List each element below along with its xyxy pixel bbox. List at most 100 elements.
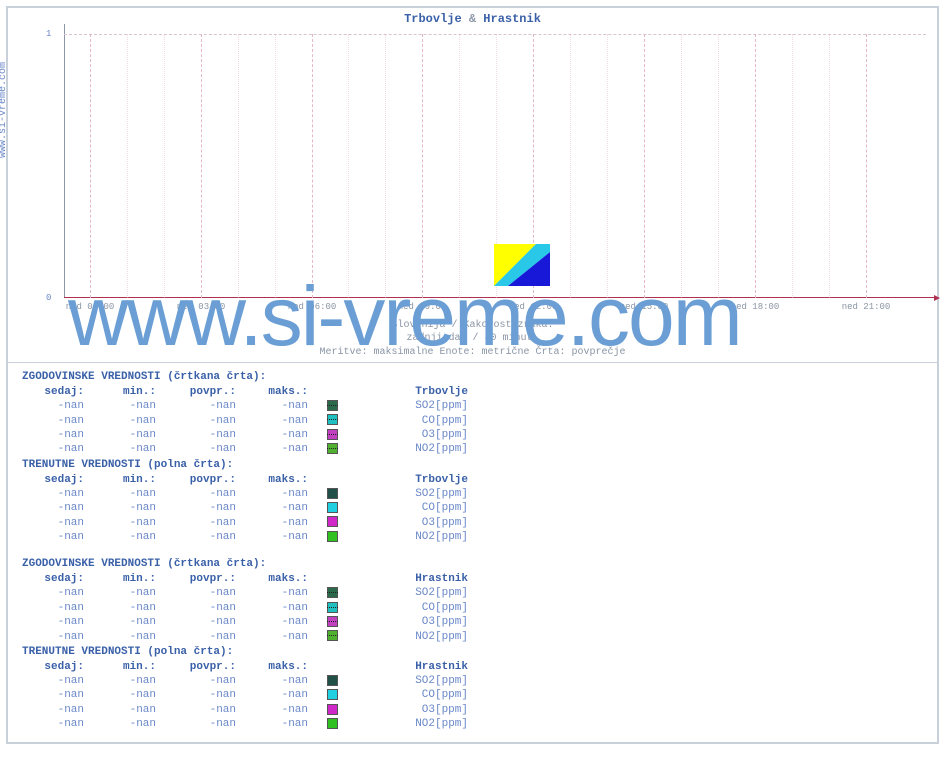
val-min: -nan [84, 501, 156, 515]
col-now: sedaj: [22, 660, 84, 674]
val-now: -nan [22, 674, 84, 688]
val-now: -nan [22, 717, 84, 731]
xtick: ned 15:00 [620, 302, 669, 312]
val-now: -nan [22, 413, 84, 427]
series-swatch-co [327, 602, 338, 613]
table-row: -nan-nan-nan-nanNO2[ppm] [22, 530, 468, 544]
val-min: -nan [84, 515, 156, 529]
val-avg: -nan [156, 674, 236, 688]
values-table: sedaj:min.:povpr.:maks.:Hrastnik-nan-nan… [22, 572, 468, 644]
series-swatch-so2 [327, 400, 338, 411]
val-avg: -nan [156, 399, 236, 413]
table-row: -nan-nan-nan-nanCO[ppm] [22, 413, 468, 427]
val-now: -nan [22, 442, 84, 456]
val-avg: -nan [156, 703, 236, 717]
col-location: Trbovlje [338, 385, 468, 399]
val-min: -nan [84, 717, 156, 731]
val-avg: -nan [156, 615, 236, 629]
section-current: TRENUTNE VREDNOSTI (polna črta): [22, 646, 937, 658]
series-name: NO2[ppm] [338, 717, 468, 731]
source-side-text: www.si-vreme.com [0, 62, 9, 158]
val-min: -nan [84, 688, 156, 702]
ytick-1: 1 [46, 29, 51, 39]
series-name: SO2[ppm] [338, 586, 468, 600]
xtick: ned 12:00 [509, 302, 558, 312]
table-row: -nan-nan-nan-nanNO2[ppm] [22, 442, 468, 456]
col-min: min.: [84, 660, 156, 674]
table-row: -nan-nan-nan-nanSO2[ppm] [22, 487, 468, 501]
chart-panel: Trbovlje & Hrastnik www.si-vreme.com 0 1… [7, 7, 938, 363]
xtick: ned 09:00 [398, 302, 447, 312]
legend-swatch [494, 244, 550, 286]
val-avg: -nan [156, 629, 236, 643]
series-name: O3[ppm] [338, 615, 468, 629]
col-max: maks.: [236, 473, 308, 487]
col-max: maks.: [236, 572, 308, 586]
series-name: NO2[ppm] [338, 629, 468, 643]
grid-v [644, 34, 645, 298]
val-min: -nan [84, 413, 156, 427]
col-min: min.: [84, 473, 156, 487]
xtick: ned 00:00 [66, 302, 115, 312]
val-min: -nan [84, 601, 156, 615]
data-panel: ZGODOVINSKE VREDNOSTI (črtkana črta): sed… [7, 363, 938, 743]
caption-3: Meritve: maksimalne Enote: metrične Črta… [8, 347, 937, 358]
val-max: -nan [236, 413, 308, 427]
val-min: -nan [84, 674, 156, 688]
val-avg: -nan [156, 586, 236, 600]
val-now: -nan [22, 530, 84, 544]
val-max: -nan [236, 601, 308, 615]
col-location: Hrastnik [338, 660, 468, 674]
grid-v [422, 34, 423, 298]
col-min: min.: [84, 572, 156, 586]
col-max: maks.: [236, 385, 308, 399]
title-sep: & [469, 12, 476, 26]
table-row: -nan-nan-nan-nanSO2[ppm] [22, 586, 468, 600]
val-min: -nan [84, 586, 156, 600]
table-row: -nan-nan-nan-nanCO[ppm] [22, 688, 468, 702]
val-min: -nan [84, 703, 156, 717]
series-swatch-o3 [327, 616, 338, 627]
series-name: CO[ppm] [338, 413, 468, 427]
val-avg: -nan [156, 601, 236, 615]
xtick: ned 21:00 [842, 302, 891, 312]
series-swatch-no2 [327, 531, 338, 542]
section-current: TRENUTNE VREDNOSTI (polna črta): [22, 459, 937, 471]
val-avg: -nan [156, 688, 236, 702]
xtick: ned 03:00 [177, 302, 226, 312]
table-row: -nan-nan-nan-nanCO[ppm] [22, 601, 468, 615]
val-avg: -nan [156, 413, 236, 427]
series-name: NO2[ppm] [338, 442, 468, 456]
col-min: min.: [84, 385, 156, 399]
series-name: SO2[ppm] [338, 399, 468, 413]
val-avg: -nan [156, 717, 236, 731]
title-loc-b: Hrastnik [483, 12, 541, 26]
val-now: -nan [22, 615, 84, 629]
val-now: -nan [22, 428, 84, 442]
val-max: -nan [236, 629, 308, 643]
table-row: -nan-nan-nan-nanO3[ppm] [22, 515, 468, 529]
val-max: -nan [236, 515, 308, 529]
series-name: SO2[ppm] [338, 674, 468, 688]
val-max: -nan [236, 688, 308, 702]
val-now: -nan [22, 601, 84, 615]
grid-v [90, 34, 91, 298]
grid-v [755, 34, 756, 298]
series-swatch-no2 [327, 443, 338, 454]
chart-title: Trbovlje & Hrastnik [8, 12, 937, 26]
val-avg: -nan [156, 428, 236, 442]
table-row: -nan-nan-nan-nanSO2[ppm] [22, 674, 468, 688]
grid-v [866, 34, 867, 298]
val-min: -nan [84, 629, 156, 643]
val-now: -nan [22, 703, 84, 717]
val-avg: -nan [156, 501, 236, 515]
series-name: O3[ppm] [338, 515, 468, 529]
val-max: -nan [236, 674, 308, 688]
col-location: Trbovlje [338, 473, 468, 487]
section-historic: ZGODOVINSKE VREDNOSTI (črtkana črta): [22, 371, 937, 383]
val-max: -nan [236, 501, 308, 515]
val-avg: -nan [156, 515, 236, 529]
col-avg: povpr.: [156, 385, 236, 399]
ytick-0: 0 [46, 293, 51, 303]
val-now: -nan [22, 629, 84, 643]
